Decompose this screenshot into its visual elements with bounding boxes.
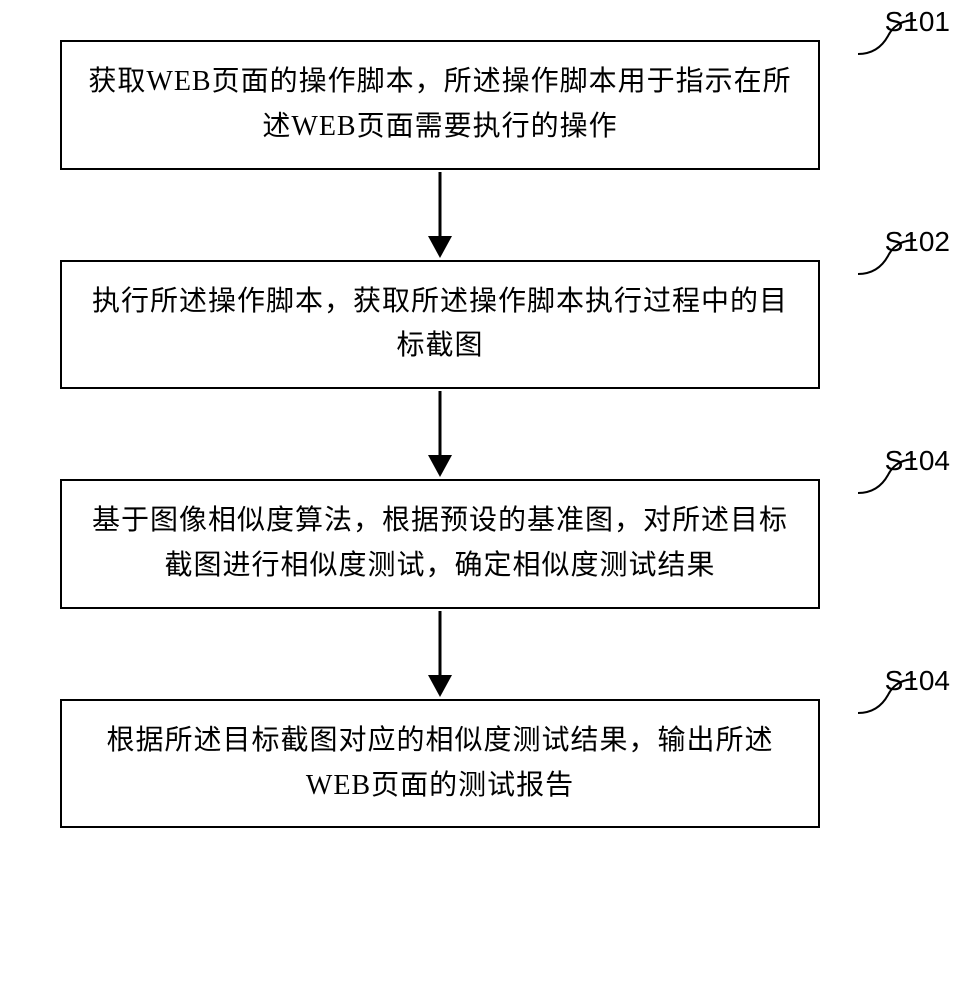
flowchart-container: S101 获取WEB页面的操作脚本，所述操作脚本用于指示在所述WEB页面需要执行… xyxy=(60,40,880,828)
step-text: 基于图像相似度算法，根据预设的基准图，对所述目标截图进行相似度测试，确定相似度测… xyxy=(82,499,798,589)
flow-arrow xyxy=(60,609,820,699)
flow-arrow xyxy=(60,170,820,260)
step-box: 获取WEB页面的操作脚本，所述操作脚本用于指示在所述WEB页面需要执行的操作 xyxy=(60,40,820,170)
step-box: 基于图像相似度算法，根据预设的基准图，对所述目标截图进行相似度测试，确定相似度测… xyxy=(60,479,820,609)
flow-step: S104 基于图像相似度算法，根据预设的基准图，对所述目标截图进行相似度测试，确… xyxy=(60,479,880,609)
step-text: 执行所述操作脚本，获取所述操作脚本执行过程中的目标截图 xyxy=(82,280,798,370)
flow-step: S101 获取WEB页面的操作脚本，所述操作脚本用于指示在所述WEB页面需要执行… xyxy=(60,40,880,170)
step-id-label: S104 xyxy=(885,665,950,697)
flow-step: S102 执行所述操作脚本，获取所述操作脚本执行过程中的目标截图 xyxy=(60,260,880,390)
step-id-label: S104 xyxy=(885,445,950,477)
step-id-label: S101 xyxy=(885,6,950,38)
step-box: 根据所述目标截图对应的相似度测试结果，输出所述WEB页面的测试报告 xyxy=(60,699,820,829)
step-id-label: S102 xyxy=(885,226,950,258)
step-text: 获取WEB页面的操作脚本，所述操作脚本用于指示在所述WEB页面需要执行的操作 xyxy=(82,60,798,150)
flow-arrow xyxy=(60,389,820,479)
step-text: 根据所述目标截图对应的相似度测试结果，输出所述WEB页面的测试报告 xyxy=(82,719,798,809)
flow-step: S104 根据所述目标截图对应的相似度测试结果，输出所述WEB页面的测试报告 xyxy=(60,699,880,829)
step-box: 执行所述操作脚本，获取所述操作脚本执行过程中的目标截图 xyxy=(60,260,820,390)
